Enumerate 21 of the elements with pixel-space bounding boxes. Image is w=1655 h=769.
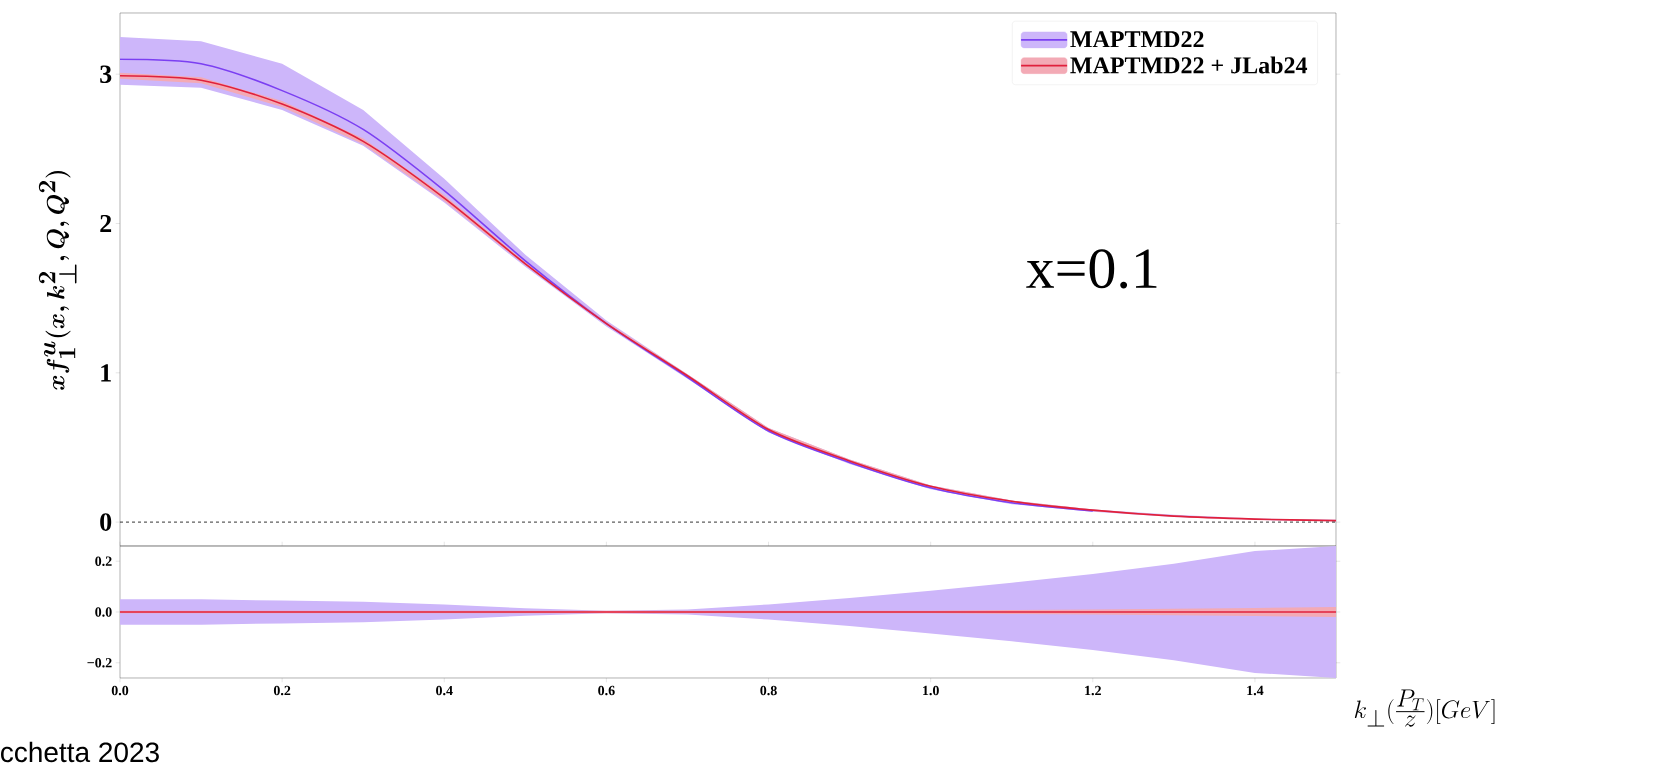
x-tick-label: 0.8 bbox=[760, 685, 777, 696]
legend-label: MAPTMD22 + JLab24 bbox=[1070, 56, 1308, 74]
y-axis-title: $\boldsymbol{x f_1^u(x, k_\perp^2, Q, Q^2)}$ bbox=[38, 170, 77, 390]
x-tick-label: 1.4 bbox=[1247, 685, 1264, 696]
y-tick-label: 0.2 bbox=[95, 556, 112, 566]
y-tick-label: 0 bbox=[100, 513, 112, 531]
legend-label: MAPTMD22 bbox=[1070, 31, 1204, 48]
annotation: x=0.1 bbox=[1026, 249, 1157, 289]
x-tick-label: 0.6 bbox=[598, 685, 615, 696]
x-tick-label: 0.4 bbox=[436, 685, 453, 696]
x-axis-title: $k_\perp(\frac{P_T}{z})[GeV]$ bbox=[1354, 689, 1495, 727]
x-tick-label: 0.0 bbox=[111, 685, 129, 696]
text: cchetta 2023 bbox=[1, 741, 159, 763]
x-tick-label: 1.2 bbox=[1085, 685, 1101, 696]
x-tick-label: 1.0 bbox=[923, 685, 939, 696]
x-tick-label: 0.2 bbox=[273, 685, 291, 696]
y-tick-label: 0.0 bbox=[95, 607, 112, 617]
y-tick-label: 1 bbox=[101, 364, 111, 382]
y-tick-label: −0.2 bbox=[87, 658, 112, 668]
y-tick-label: 3 bbox=[100, 65, 112, 83]
y-tick-label: 2 bbox=[100, 214, 112, 233]
